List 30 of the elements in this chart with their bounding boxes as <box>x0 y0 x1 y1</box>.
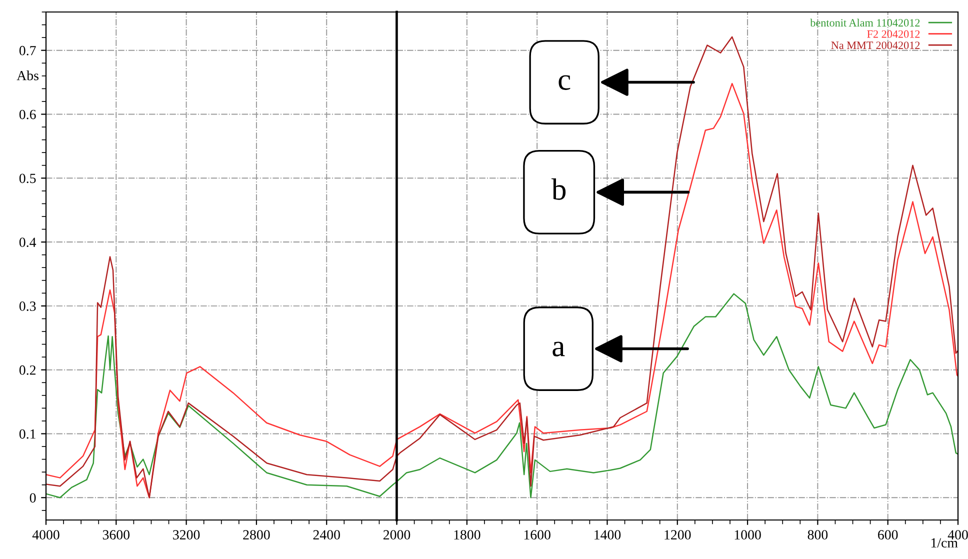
y-tick-label: 0.5 <box>19 174 36 184</box>
y-tick-label: 0.3 <box>19 302 36 311</box>
x-tick-label: 4000 <box>32 530 60 540</box>
x-tick-label: 800 <box>808 530 828 540</box>
x-tick-label: 400 <box>948 530 968 540</box>
y-tick-label: 0.7 <box>19 46 36 56</box>
x-tick-label: 2000 <box>383 530 410 540</box>
y-tick-label: 0.4 <box>19 238 36 248</box>
x-tick-label: 1400 <box>594 530 621 540</box>
y-tick-label: 0.2 <box>19 365 36 375</box>
y-tick-label: 0 <box>30 493 36 503</box>
annotation: c <box>558 75 570 90</box>
x-tick-label: 1800 <box>454 530 480 540</box>
x-tick-label: 1600 <box>524 530 550 540</box>
legend-label: Na MMT 20042012 <box>831 42 920 50</box>
y-tick-label: 0.6 <box>19 110 36 120</box>
x-tick-label: 2800 <box>243 530 270 540</box>
y-tick-label: 0.1 <box>19 429 36 439</box>
x-tick-label: 600 <box>878 530 898 540</box>
legend-label: F2 2042012 <box>867 30 920 38</box>
x-tick-label: 2400 <box>313 530 340 540</box>
legend-label: bentonit Alam 11042012 <box>810 18 920 27</box>
x-tick-label: 3200 <box>173 530 200 540</box>
x-tick-label: 1200 <box>664 530 691 540</box>
y-axis-title: Abs <box>16 70 38 80</box>
x-tick-label: 3600 <box>102 530 130 540</box>
x-axis-title: 1/cm <box>931 538 958 548</box>
annotation: a <box>552 342 565 356</box>
x-tick-label: 1000 <box>734 530 761 540</box>
annotation: b <box>551 178 566 200</box>
